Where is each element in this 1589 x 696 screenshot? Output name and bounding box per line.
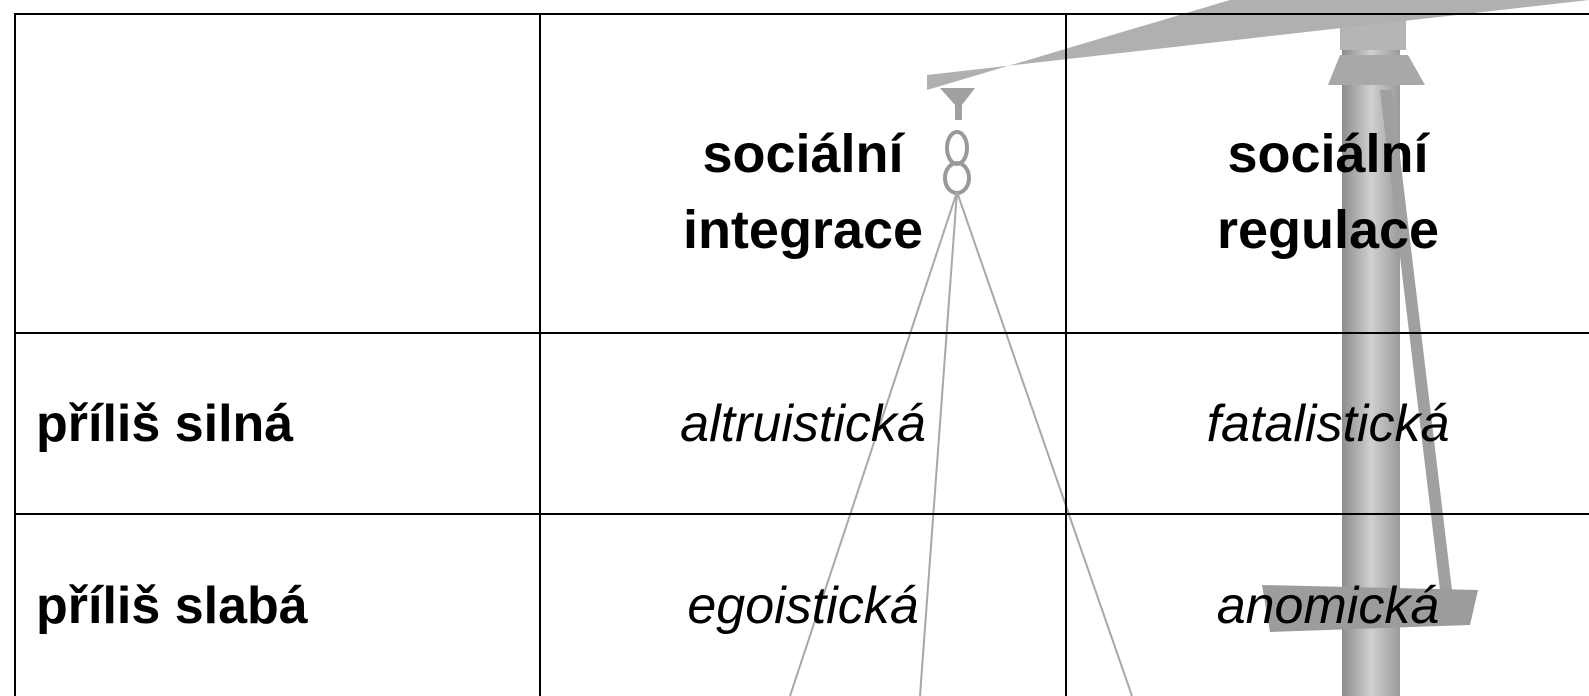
pan-rod xyxy=(1380,90,1452,590)
pan xyxy=(1262,585,1478,632)
column-header: sociální integrace xyxy=(539,13,1065,332)
row-label: příliš slabá xyxy=(14,513,539,696)
hook xyxy=(940,88,975,120)
pillar-cap xyxy=(1328,55,1425,85)
header-text: sociální regulace xyxy=(1216,123,1440,260)
corner-cell xyxy=(14,13,539,332)
row-label: příliš silná xyxy=(14,332,539,513)
table: sociální integrace sociální regulace pří… xyxy=(14,13,1589,696)
beam xyxy=(927,0,1589,90)
header-text: sociální integrace xyxy=(682,123,924,260)
cell: altruistická xyxy=(539,332,1065,513)
cell: fatalistická xyxy=(1065,332,1589,513)
cell: egoistická xyxy=(539,513,1065,696)
column-header: sociální regulace xyxy=(1065,13,1589,332)
cell: anomická xyxy=(1065,513,1589,696)
strings xyxy=(789,191,1133,696)
